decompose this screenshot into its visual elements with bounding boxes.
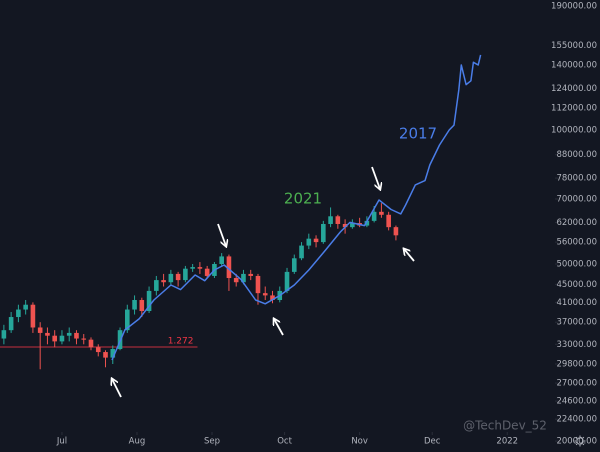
candle-body [350,223,355,228]
plot-area: 1.272 [0,54,482,370]
candle-body [393,227,399,236]
candle-body [313,238,319,243]
candle-body [161,280,166,283]
candle-body [59,335,65,342]
candle-body [342,223,348,228]
x-tick-label: Jul [56,437,67,447]
candle-body [241,273,246,283]
candle-body [219,256,224,264]
x-tick-label: Aug [129,437,146,447]
candle-body [1,330,7,339]
candle-body [168,273,174,283]
candle-body [16,309,21,318]
y-tick-label: 124000.00 [551,84,597,94]
candle-body [66,332,72,336]
y-tick-label: 41000.00 [556,298,597,308]
candle-body [95,347,101,353]
level-label: 1.272 [168,337,194,347]
candle-body [284,271,290,291]
arrow [404,249,415,262]
candle-body [204,268,210,276]
candle-body [154,280,159,291]
y-tick-label: 50000.00 [556,259,597,269]
arrow [112,379,122,398]
x-tick-label: Nov [351,437,368,447]
candle-body [379,211,384,215]
candle-body [45,332,50,336]
y-tick-label: 45000.00 [556,280,597,290]
gear-teeth [574,435,586,447]
x-tick-label: Sep [204,437,220,447]
candle-body [299,245,304,259]
candle-body [248,273,254,276]
y-tick-label: 100000.00 [551,126,597,136]
watermark: @TechDev_52 [463,419,547,433]
candle-body [74,332,79,339]
candle-body [321,223,326,243]
candle-body [371,211,377,221]
candle-body [37,327,43,333]
y-tick-label: 88000.00 [556,150,597,160]
x-tick-label: 2022 [496,437,518,447]
candle-body [335,216,341,224]
candle-body [262,293,268,296]
y-tick-label: 27000.00 [556,379,597,389]
arrow [217,223,226,246]
candle-body [88,339,94,348]
arrow [274,319,284,336]
candle-body [81,338,87,340]
candle-body [103,352,108,358]
y-tick-label: 33000.00 [556,340,597,350]
y-tick-label: 112000.00 [551,104,597,114]
y-tick-label: 56000.00 [556,238,597,248]
settings-icon[interactable] [574,435,586,447]
candle-body [139,300,145,312]
candle-body [124,309,130,331]
candle-body [255,275,261,294]
gear [576,437,584,445]
candle-body [197,267,203,269]
candle-body [226,256,232,279]
arrows [112,166,415,398]
candle-body [364,220,370,226]
candle-body [291,258,297,272]
candle-body [270,295,275,301]
candle-body [386,214,391,228]
line-series [111,54,482,361]
candle-body [183,268,188,281]
candle-body [190,267,195,269]
y-tick-label: 24600.00 [556,397,597,407]
y-tick-label: 62000.00 [556,218,597,228]
y-tick-label: 37000.00 [556,318,597,328]
candle-body [52,335,57,342]
candle-body [328,216,333,224]
candle-body [23,304,28,310]
candle-series-label: 2021 [284,190,322,208]
candle-body [8,317,14,331]
y-tick-label: 78000.00 [556,174,597,184]
candle-body [132,300,137,310]
arrow [371,166,380,189]
y-tick-label: 190000.00 [551,2,597,12]
x-tick-label: Dec [424,437,441,447]
y-tick-label: 70000.00 [556,194,597,204]
x-tick-label: Oct [277,437,292,447]
candle-body [306,238,312,246]
candle-body [30,304,36,328]
candle-body [175,273,181,281]
y-tick-label: 155000.00 [551,41,597,51]
y-tick-label: 22400.00 [556,415,597,425]
y-tick-label: 140000.00 [551,61,597,71]
candle-body [146,290,152,312]
candle-body [110,349,116,358]
candle-body [233,278,239,283]
y-tick-label: 29800.00 [556,360,597,370]
line-series-label: 2017 [399,125,437,143]
